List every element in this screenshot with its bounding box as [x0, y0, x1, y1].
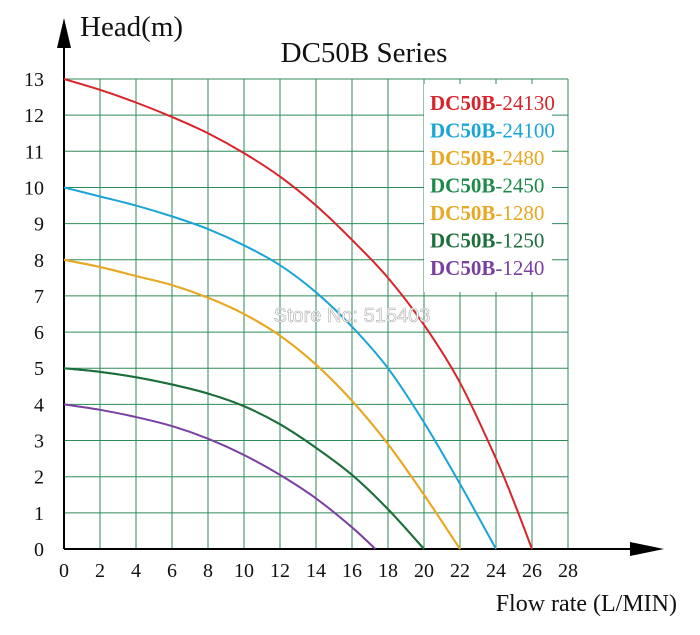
legend-entry-1280: DC50B-1280	[430, 201, 544, 225]
y-tick-label: 0	[34, 539, 44, 561]
x-tick-label: 22	[450, 560, 470, 582]
x-tick-label: 16	[342, 560, 362, 582]
legend-entry-model: -2450	[495, 174, 544, 198]
watermark: Store No: 515403	[274, 305, 431, 327]
series-line-24130	[63, 78, 533, 550]
legend-entry-model: -1280	[495, 201, 544, 225]
x-tick-label: 18	[378, 560, 398, 582]
legend-entry-prefix: DC50B	[430, 146, 495, 170]
legend-entry-24100: DC50B-24100	[430, 119, 555, 143]
legend-background	[424, 84, 552, 292]
y-tick-label: 1	[34, 503, 44, 525]
y-axis-arrow-icon	[57, 18, 71, 48]
series-line-1240	[63, 403, 377, 550]
y-tick-label: 3	[34, 431, 44, 453]
legend-entry-2450: DC50B-2450	[430, 174, 544, 198]
legend-entry-model: -1250	[495, 229, 544, 253]
x-tick-label: 28	[558, 560, 578, 582]
legend-entry-prefix: DC50B	[430, 119, 495, 143]
legend-entry-prefix: DC50B	[430, 201, 495, 225]
y-tick-label: 9	[34, 214, 44, 236]
x-axis-arrow-icon	[630, 542, 664, 556]
legend-entry-model: -2480	[495, 146, 544, 170]
y-tick-label: 5	[34, 358, 44, 380]
series-line-1250	[63, 367, 425, 550]
y-tick-label: 11	[25, 141, 44, 163]
y-tick-label: 8	[34, 250, 44, 272]
x-tick-label: 24	[486, 560, 506, 582]
series-line-1280	[63, 258, 461, 550]
x-tick-label: 2	[95, 560, 105, 582]
axes-layer: 0 2 4 6 8 10 12 14 16 18 20 22 24 26 28012345678910111…	[24, 18, 664, 582]
y-tick-label: 7	[34, 286, 44, 308]
y-tick-label: 10	[24, 177, 44, 199]
legend-entry-model: -24100	[495, 119, 555, 143]
legend-entry-prefix: DC50B	[430, 174, 495, 198]
x-tick-label: 12	[270, 560, 290, 582]
x-tick-label: 6	[167, 560, 177, 582]
legend-entry-model: -1240	[495, 256, 544, 280]
legend-entry-prefix: DC50B	[430, 229, 495, 253]
y-tick-label: 2	[34, 467, 44, 489]
legend-entry-2480: DC50B-2480	[430, 146, 544, 170]
x-tick-label: 10	[234, 560, 254, 582]
legend-entry-1250: DC50B-1250	[430, 229, 544, 253]
x-tick-label: 14	[306, 560, 326, 582]
x-tick-label: 20	[414, 560, 434, 582]
legend-entry-24130: DC50B-24130	[430, 91, 555, 115]
chart-title: DC50B Series	[281, 37, 448, 69]
legend-entry-model: -24130	[495, 91, 555, 115]
legend-entry-1240: DC50B-1240	[430, 256, 544, 280]
x-axis-label: Flow rate (L/MIN)	[496, 591, 677, 617]
x-tick-label: 4	[131, 560, 141, 582]
y-tick-label: 4	[34, 394, 44, 416]
y-tick-label: 12	[24, 105, 44, 127]
x-tick-label: 8	[203, 560, 213, 582]
y-tick-label: 6	[34, 322, 44, 344]
x-tick-label: 0	[59, 560, 69, 582]
x-tick-label: 26	[522, 560, 542, 582]
legend-entry-prefix: DC50B	[430, 256, 495, 280]
legend-entry-prefix: DC50B	[430, 91, 495, 115]
curves-layer	[63, 78, 533, 550]
y-axis-label: Head(m)	[80, 11, 183, 43]
series-line-24100	[63, 186, 497, 550]
legend: DC50B-24130DC50B-24100DC50B-2480DC50B-24…	[424, 84, 555, 292]
y-tick-label: 13	[24, 69, 44, 91]
